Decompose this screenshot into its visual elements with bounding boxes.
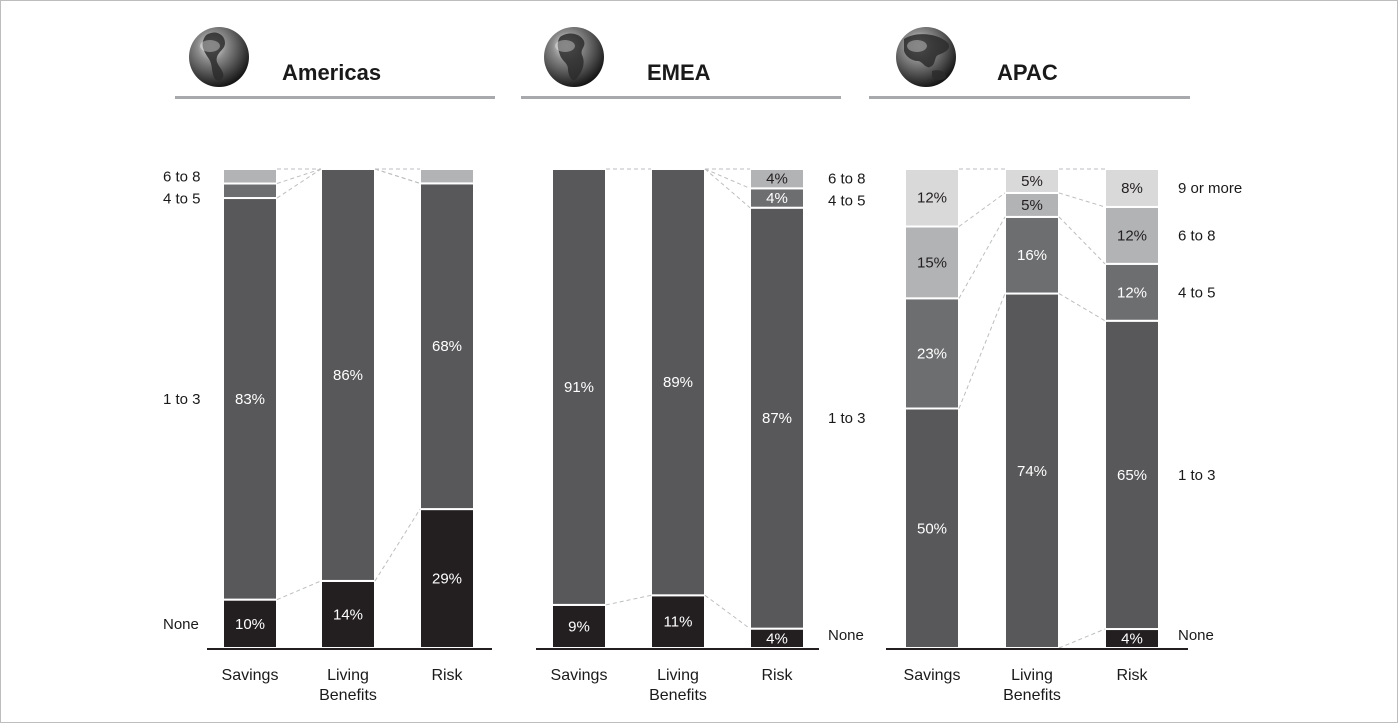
data-label: 68% bbox=[432, 338, 462, 355]
data-label: 15% bbox=[917, 254, 947, 271]
connector-line bbox=[704, 594, 751, 630]
data-label: 14% bbox=[333, 606, 363, 623]
data-label: 10% bbox=[235, 616, 265, 633]
data-label: 74% bbox=[1017, 463, 1047, 480]
connector-line bbox=[704, 168, 751, 189]
category-label: Risk bbox=[1116, 667, 1148, 684]
panel-header-rule bbox=[521, 96, 841, 99]
panel-header-rule bbox=[869, 96, 1190, 99]
legend-label-4-to-5: 4 to 5 bbox=[1178, 284, 1216, 301]
connector-line bbox=[276, 168, 322, 184]
panel-title: APAC bbox=[997, 60, 1058, 85]
data-label: 12% bbox=[1117, 284, 1147, 301]
bar-segment-6-to-8-savings bbox=[904, 225, 960, 300]
globe-emea-icon bbox=[544, 27, 604, 87]
bar-segment-4-to-5-living-benefits bbox=[1004, 215, 1060, 295]
category-label: Savings bbox=[222, 667, 279, 684]
bar-segment-4-to-5-savings bbox=[904, 297, 960, 410]
data-label: 83% bbox=[235, 391, 265, 408]
bar-segment-6-to-8-risk bbox=[749, 168, 805, 190]
legend-label-1-to-3: 1 to 3 bbox=[828, 410, 866, 427]
connector-line bbox=[958, 216, 1006, 299]
connector-line bbox=[958, 192, 1006, 227]
connector-line bbox=[1058, 293, 1106, 322]
data-label: 4% bbox=[766, 190, 788, 207]
globe-apac-icon bbox=[896, 27, 956, 87]
bar-segment-1-to-3-living-benefits bbox=[650, 168, 706, 597]
connector-line bbox=[374, 508, 421, 582]
panel-header-rule bbox=[175, 96, 495, 99]
connector-line bbox=[276, 168, 322, 199]
data-label: 29% bbox=[432, 571, 462, 588]
data-label: 23% bbox=[917, 345, 947, 362]
category-label: Living Benefits bbox=[319, 667, 377, 704]
data-label: 65% bbox=[1117, 467, 1147, 484]
data-label: 12% bbox=[917, 190, 947, 207]
bar-segment-6-to-8-savings bbox=[222, 168, 278, 185]
panel-apac: APAC 50% 23% 15% 12% 74% 16% 5% 5% 4% 65% 12% 12% 8% S… bbox=[869, 27, 1242, 704]
bar-segment-1-to-3-risk bbox=[749, 206, 805, 630]
connector-line bbox=[1058, 192, 1106, 208]
data-label: 86% bbox=[333, 367, 363, 384]
bar-segment-4-to-5-savings bbox=[222, 182, 278, 200]
data-label: 16% bbox=[1017, 247, 1047, 264]
legend-label-6-to-8: 6 to 8 bbox=[163, 168, 201, 185]
legend-label-none: None bbox=[163, 616, 199, 633]
legend-label-6-to-8: 6 to 8 bbox=[1178, 227, 1216, 244]
legend-label-4-to-5: 4 to 5 bbox=[828, 193, 866, 210]
data-label: 50% bbox=[917, 520, 947, 537]
legend-label-4-to-5: 4 to 5 bbox=[163, 190, 201, 207]
legend-label-6-to-8: 6 to 8 bbox=[828, 171, 866, 188]
data-label: 89% bbox=[663, 374, 693, 391]
bar-segment-1-to-3-risk bbox=[419, 182, 475, 511]
connector-line bbox=[704, 168, 751, 209]
data-label: 91% bbox=[564, 379, 594, 396]
connector-line bbox=[1058, 216, 1106, 265]
bar-segment-6-to-8-risk bbox=[419, 168, 475, 185]
data-label: 4% bbox=[1121, 631, 1143, 648]
panel-title: Americas bbox=[282, 60, 381, 85]
category-label: Savings bbox=[551, 667, 608, 684]
legend-label-1-to-3: 1 to 3 bbox=[163, 391, 201, 408]
data-label: 4% bbox=[766, 171, 788, 188]
data-label: 8% bbox=[1121, 180, 1143, 197]
category-label: Risk bbox=[431, 667, 463, 684]
data-label: 87% bbox=[762, 410, 792, 427]
connector-line bbox=[276, 580, 322, 601]
category-label: Risk bbox=[761, 667, 793, 684]
panel-americas: Americas 10% 83% 14% 86% 29% 68% Savings Living B… bbox=[163, 27, 495, 704]
bar-segment-1-to-3-living-benefits bbox=[320, 168, 376, 582]
data-label: 11% bbox=[664, 614, 693, 631]
data-label: 12% bbox=[1117, 227, 1147, 244]
category-label: Living Benefits bbox=[649, 667, 707, 704]
connector-line bbox=[374, 168, 421, 184]
bar-segment-6-to-8-risk bbox=[1104, 205, 1160, 265]
bar-segment-9-or-more-risk bbox=[1104, 168, 1160, 208]
bar-segment-9-or-more-savings bbox=[904, 168, 960, 228]
legend-label-none: None bbox=[828, 627, 864, 644]
bar-segment-1-to-3-savings bbox=[222, 197, 278, 601]
globe-americas-icon bbox=[189, 27, 249, 87]
legend-label-none: None bbox=[1178, 627, 1214, 644]
bar-segment-9-or-more-living-benefits bbox=[1004, 168, 1060, 194]
legend-label-9-or-more: 9 or more bbox=[1178, 180, 1242, 197]
legend-label-1-to-3: 1 to 3 bbox=[1178, 467, 1216, 484]
category-label: Savings bbox=[904, 667, 961, 684]
data-label: 5% bbox=[1021, 173, 1043, 190]
data-label: 9% bbox=[568, 618, 590, 635]
bar-segment-1-to-3-savings bbox=[551, 168, 607, 606]
category-label: Living Benefits bbox=[1003, 667, 1061, 704]
bar-segment-1-to-3-risk bbox=[1104, 319, 1160, 631]
panel-title: EMEA bbox=[647, 60, 711, 85]
connector-line bbox=[1058, 628, 1106, 649]
data-label: 4% bbox=[766, 630, 788, 647]
connector-line bbox=[605, 594, 652, 606]
connector-line bbox=[958, 293, 1006, 409]
panel-emea: EMEA 9% 91% 11% 89% 4% 87% 4% 4% Savings Living Ben… bbox=[521, 27, 866, 704]
data-label: 5% bbox=[1021, 197, 1043, 214]
bar-segment-none-living-benefits bbox=[320, 579, 376, 649]
